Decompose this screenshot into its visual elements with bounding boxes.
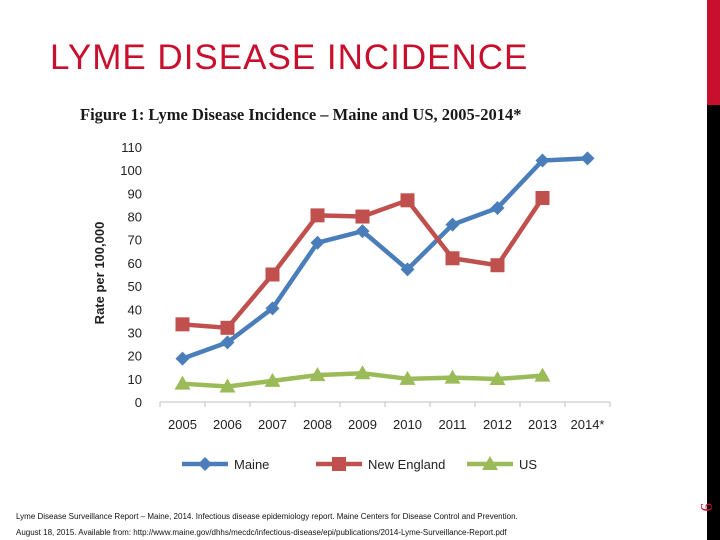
x-tick-label: 2005 bbox=[168, 417, 197, 432]
legend-label-maine: Maine bbox=[234, 457, 269, 472]
figure-title: Figure 1: Lyme Disease Incidence – Maine… bbox=[80, 105, 522, 124]
footnote-line-2: August 18, 2015. Available from: http://… bbox=[16, 528, 507, 537]
y-tick-label: 60 bbox=[128, 256, 142, 271]
data-point-new-england bbox=[490, 258, 505, 273]
y-tick-label: 0 bbox=[135, 395, 142, 410]
data-point-new-england bbox=[355, 209, 370, 224]
y-tick-label: 20 bbox=[128, 349, 142, 364]
legend: Maine New England US bbox=[182, 456, 537, 472]
series-us bbox=[174, 365, 551, 393]
y-tick-label: 30 bbox=[128, 325, 142, 340]
data-point-us bbox=[534, 367, 551, 382]
x-tick-label: 2006 bbox=[213, 417, 242, 432]
data-point-new-england bbox=[220, 320, 235, 335]
series-line-maine bbox=[181, 156, 588, 361]
data-point-maine bbox=[535, 153, 550, 168]
data-point-maine bbox=[310, 235, 325, 250]
x-tick-label: 2008 bbox=[303, 417, 332, 432]
data-point-us bbox=[399, 370, 416, 385]
data-point-maine bbox=[220, 335, 235, 350]
data-point-new-england bbox=[445, 251, 460, 266]
x-tick-label: 2009 bbox=[348, 417, 377, 432]
y-tick-label: 70 bbox=[128, 233, 142, 248]
x-tick-label: 2010 bbox=[393, 417, 422, 432]
data-point-new-england bbox=[310, 208, 325, 223]
data-point-new-england bbox=[400, 193, 415, 208]
data-point-maine bbox=[445, 217, 460, 232]
data-point-us bbox=[489, 371, 506, 386]
data-point-new-england bbox=[535, 191, 550, 205]
legend-marker-maine bbox=[198, 457, 212, 471]
legend-marker-us bbox=[482, 456, 498, 470]
data-point-us bbox=[174, 375, 191, 390]
series-layer bbox=[174, 151, 595, 393]
data-point-new-england bbox=[175, 317, 190, 332]
y-tick-label: 110 bbox=[121, 140, 142, 155]
footnote-line-1: Lyme Disease Surveillance Report – Maine… bbox=[16, 512, 518, 521]
data-point-maine bbox=[265, 301, 280, 316]
axes: 0 10 20 30 40 50 60 70 80 90 100 110 2005 2006 2007 200… bbox=[120, 140, 611, 432]
data-point-maine bbox=[400, 262, 415, 277]
data-point-new-england bbox=[265, 267, 280, 282]
data-point-maine bbox=[580, 151, 595, 166]
data-point-us bbox=[264, 372, 281, 387]
x-tick-label: 2012 bbox=[483, 417, 512, 432]
x-tick-label: 2011 bbox=[439, 417, 467, 432]
series-new-england bbox=[175, 191, 550, 335]
y-tick-label: 10 bbox=[128, 372, 142, 387]
legend-label-us: US bbox=[519, 457, 537, 472]
data-point-maine bbox=[490, 200, 505, 215]
legend-label-new-england: New England bbox=[368, 457, 445, 472]
slide-title: LYME DISEASE INCIDENCE bbox=[50, 38, 529, 77]
accent-bar bbox=[707, 0, 720, 105]
data-point-maine bbox=[175, 351, 190, 366]
x-tick-label: 2007 bbox=[258, 417, 287, 432]
y-tick-label: 80 bbox=[128, 210, 142, 225]
data-point-us bbox=[354, 365, 371, 380]
side-bar bbox=[707, 105, 720, 540]
y-tick-label: 50 bbox=[128, 279, 142, 294]
series-maine bbox=[175, 151, 595, 366]
y-tick-label: 40 bbox=[128, 302, 142, 317]
data-point-maine bbox=[355, 224, 370, 239]
data-point-us bbox=[219, 378, 236, 393]
x-tick-label: 2013 bbox=[528, 417, 557, 432]
y-tick-label: 100 bbox=[120, 163, 142, 178]
x-tick-label: 2014* bbox=[571, 417, 605, 432]
legend-marker-new-england bbox=[332, 457, 346, 471]
data-point-us bbox=[309, 367, 326, 382]
data-point-us bbox=[444, 369, 461, 384]
y-tick-label: 90 bbox=[128, 186, 142, 201]
y-axis-title: Rate per 100,000 bbox=[92, 222, 107, 325]
